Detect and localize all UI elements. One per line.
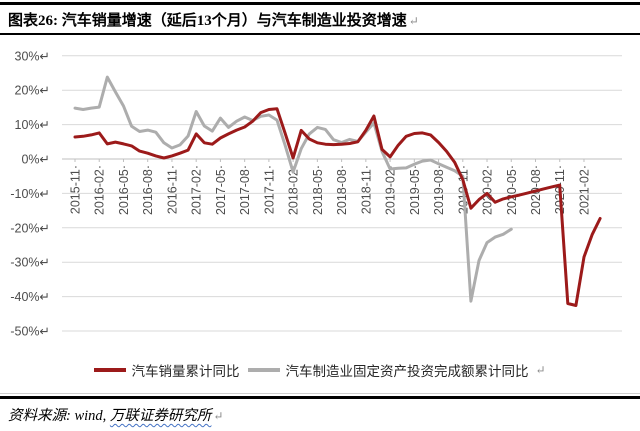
y-axis-tick-label: -40%↵ xyxy=(10,290,50,304)
x-axis-tick-label: 2016-11· xyxy=(165,165,179,214)
y-axis-tick-label: -50%↵ xyxy=(10,325,50,339)
figure-title: 图表26: 汽车销量增速（延后13个月）与汽车制造业投资增速 xyxy=(8,13,407,29)
fai-line-swatch xyxy=(248,368,281,372)
y-axis-tick-label: -30%↵ xyxy=(10,256,50,270)
x-axis-tick-label: 2015-11· xyxy=(69,165,83,214)
legend-paragraph-mark: ↵ xyxy=(535,362,546,377)
y-axis-tick-label: 20%↵ xyxy=(15,84,51,98)
x-axis-tick-label: 2016-08· xyxy=(141,165,155,215)
title-bottom-rule xyxy=(0,33,640,35)
legend-item-fai: 汽车制造业固定资产投资完成额累计同比 ↵ xyxy=(248,360,546,380)
x-axis-tick-label: 2019-08· xyxy=(432,165,446,215)
x-axis-tick-label: 2017-02· xyxy=(190,165,204,215)
fai-line xyxy=(73,75,513,303)
fai-line-label: 汽车制造业固定资产投资完成额累计同比 xyxy=(285,364,529,379)
y-axis-tick-label: 10%↵ xyxy=(15,118,51,132)
x-axis-tick-label: 2018-02· xyxy=(287,165,301,215)
line-chart: 30%↵ 20%↵ 10%↵ 0%↵ -10%↵ -20%↵ -30%↵ -40%↵ -50%↵… xyxy=(0,35,640,394)
y-axis-tick-label: 0%↵ xyxy=(21,153,50,167)
x-axis-tick-label: 2017-05· xyxy=(214,165,228,215)
x-axis-tick-label: 2018-08· xyxy=(335,165,349,215)
x-axis-tick-label: 2019-02· xyxy=(384,165,398,215)
x-axis-tick-label: 2021-02· xyxy=(577,165,591,215)
sales-line xyxy=(73,107,602,307)
chart-legend: 汽车销量累计同比 汽车制造业固定资产投资完成额累计同比 ↵ xyxy=(0,360,640,380)
source-organization: 万联证券研究所 xyxy=(109,408,212,424)
y-axis-tick-label: -20%↵ xyxy=(10,221,50,235)
x-axis-tick-label: 2017-11· xyxy=(262,165,276,214)
source-paragraph-mark: ↵ xyxy=(213,409,224,423)
y-axis-tick-label: 30%↵ xyxy=(15,49,51,63)
sales-line-swatch xyxy=(94,368,127,372)
sales-line-label: 汽车销量累计同比 xyxy=(131,364,240,379)
x-axis-tick-label: 2020-02· xyxy=(481,165,495,215)
top-border-rule xyxy=(0,2,640,5)
legend-item-sales: 汽车销量累计同比 xyxy=(94,360,239,380)
figure-title-row: 图表26: 汽车销量增速（延后13个月）与汽车制造业投资增速 ↵ xyxy=(0,5,640,33)
x-axis-tick-label: 2016-02· xyxy=(93,165,107,215)
source-prefix: 资料来源: wind, xyxy=(8,408,110,424)
y-axis-tick-label: -10%↵ xyxy=(10,187,50,201)
x-axis-tick-label: 2019-05· xyxy=(408,165,422,215)
x-axis-tick-label: 2018-11· xyxy=(359,165,373,214)
source-line: 资料来源: wind, 万联证券研究所 ↵ xyxy=(0,396,640,431)
x-axis-tick-label: 2018-05· xyxy=(311,165,325,215)
x-axis-tick-label: 2016-05· xyxy=(117,165,131,215)
title-paragraph-mark: ↵ xyxy=(408,14,419,28)
x-axis-tick-label: 2020-05· xyxy=(505,165,519,215)
x-axis-tick-label: 2017-08· xyxy=(238,165,252,215)
chart-canvas: 30%↵ 20%↵ 10%↵ 0%↵ -10%↵ -20%↵ -30%↵ -40%↵ -50%↵… xyxy=(10,49,622,339)
